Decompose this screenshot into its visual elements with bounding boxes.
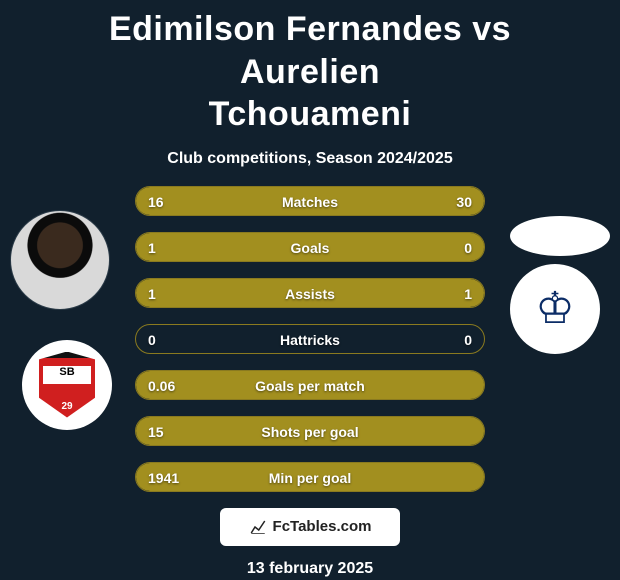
stat-label: Goals — [136, 233, 484, 262]
footer-date: 13 february 2025 — [0, 560, 620, 578]
title-line-2: Tchouameni — [209, 95, 412, 133]
chart-icon — [249, 518, 267, 536]
comparison-title: Edimilson Fernandes vs Aurelien Tchouame… — [0, 0, 620, 140]
stat-row: 1630Matches — [135, 186, 485, 216]
stat-label: Shots per goal — [136, 417, 484, 446]
player-right-avatar — [510, 216, 610, 256]
club-left-crest-shield: SB 29 — [39, 352, 95, 418]
stat-row: 1941Min per goal — [135, 462, 485, 492]
stat-row: 00Hattricks — [135, 324, 485, 354]
stat-label: Matches — [136, 187, 484, 216]
club-right-crest-icon: ♔ — [535, 287, 574, 331]
stat-row: 15Shots per goal — [135, 416, 485, 446]
subtitle: Club competitions, Season 2024/2025 — [0, 150, 620, 168]
club-left-crest-text: SB — [39, 366, 95, 378]
stat-row: 10Goals — [135, 232, 485, 262]
stat-label: Goals per match — [136, 371, 484, 400]
source-badge: FcTables.com — [220, 508, 400, 546]
club-right-crest: ♔ — [510, 264, 600, 354]
comparison-content: SB 29 ♔ 1630Matches 10Goals 11Assists 00Hat… — [0, 186, 620, 492]
club-left-crest-subtext: 29 — [39, 401, 95, 412]
player-left-avatar — [10, 210, 110, 310]
stat-label: Min per goal — [136, 463, 484, 492]
stat-row: 11Assists — [135, 278, 485, 308]
stat-label: Assists — [136, 279, 484, 308]
stat-row: 0.06Goals per match — [135, 370, 485, 400]
club-left-crest: SB 29 — [22, 340, 112, 430]
stat-bars: 1630Matches 10Goals 11Assists 00Hattricks 0.… — [135, 186, 485, 492]
source-badge-text: FcTables.com — [273, 518, 372, 535]
stat-label: Hattricks — [136, 325, 484, 354]
title-line-1: Edimilson Fernandes vs Aurelien — [109, 10, 511, 91]
